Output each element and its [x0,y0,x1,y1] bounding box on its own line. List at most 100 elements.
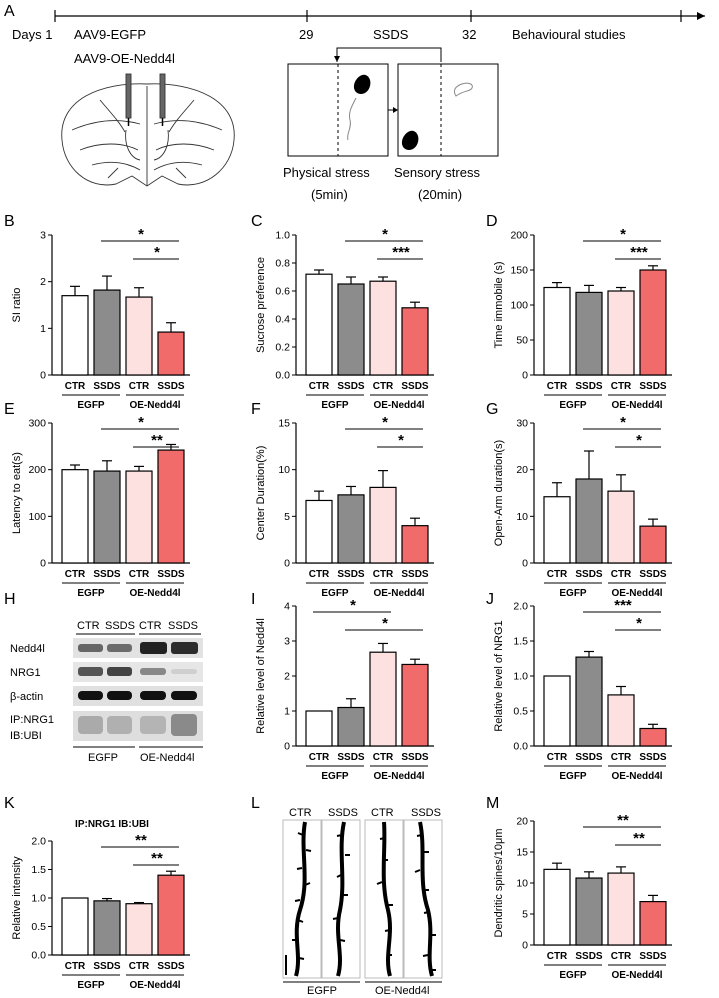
y-tick-label: 1 [284,706,290,718]
group-label-egfp: EGFP [559,588,587,599]
bar [157,874,185,956]
group-label-egfp: EGFP [321,588,349,599]
wb-strip-nrg1 [73,662,203,682]
spine-lane-label-1: CTR [289,807,312,819]
group-label-oe: OE-Nedd4l [373,588,424,599]
y-tick-label: 3 [40,230,46,242]
y-tick-label: 0.8 [275,258,290,270]
bar [305,499,333,564]
y-tick-label: 0 [284,558,290,570]
virus-label-egfp: AAV9-EGFP [74,27,146,42]
x-tick-label: SSDS [157,381,185,392]
significance-label: * [636,432,642,449]
y-axis-label: Latency to eat(s) [11,452,23,534]
group-label-egfp: EGFP [559,771,587,782]
y-tick-label: 0 [284,741,290,753]
group-label-oe: OE-Nedd4l [373,400,424,411]
y-tick-label: 5 [284,511,290,523]
x-tick-label: SSDS [575,569,603,580]
bar [575,656,603,747]
x-tick-label: SSDS [157,569,185,580]
significance-label: * [382,414,388,431]
group-label-egfp: EGFP [77,400,105,411]
day-32-label: 32 [462,27,476,42]
y-tick-label: 0.6 [275,286,290,298]
bar [61,897,89,956]
x-tick-label: SSDS [575,752,603,763]
wb-band [140,668,166,675]
bar [575,291,603,376]
x-tick-label: SSDS [639,752,667,763]
bar [337,494,365,564]
chart-i: 0 1 2 3 4 Relative level of Nedd4l CTR SSDS CTR S… [255,597,434,782]
x-tick-label: SSDS [93,569,121,580]
panel-letter-m: M [486,795,499,812]
significance-label: * [620,414,626,431]
significance-label: * [382,615,388,632]
y-tick-label: 15 [278,418,290,430]
wb-band [171,642,198,654]
wb-band-label-nrg1: NRG1 [10,667,41,679]
virus-label-oe: AAV9-OE-Nedd4l [74,51,175,66]
dendrite-branch [381,821,392,977]
bar [61,295,89,376]
day-29-label: 29 [299,27,313,42]
x-tick-label: CTR [65,961,86,972]
transition-arrowhead [393,107,398,113]
significance-label: *** [630,244,648,261]
spine-group-label-oe: OE-Nedd4l [375,985,429,997]
y-tick-label: 100 [510,300,528,312]
x-tick-label: CTR [129,961,150,972]
dendrite-branch [336,821,346,977]
y-tick-label: 10 [516,878,528,890]
significance-label: *** [614,597,632,614]
spine-lane-label-4: SSDS [411,807,441,819]
x-tick-label: SSDS [401,381,429,392]
bar [543,496,571,564]
bar [543,868,571,946]
bar [125,470,153,564]
chart-g: 0 10 20 30 Open-Arm duration(s) CTR SSDS CTR SSD… [493,414,672,599]
x-tick-label: CTR [611,569,632,580]
significance-label: ** [135,832,147,849]
y-tick-label: 1.5 [31,864,46,876]
bar [639,727,667,747]
bar [639,900,667,946]
group-label-oe: OE-Nedd4l [611,400,662,411]
y-tick-label: 15 [516,847,528,859]
x-tick-label: SSDS [401,752,429,763]
chart-k: 0.0 0.5 1.0 1.5 2.0 Relative intensity IP:NRG1… [11,819,190,991]
y-tick-label: 1.0 [31,893,46,905]
group-label-egfp: EGFP [77,588,105,599]
y-tick-label: 200 [28,464,46,476]
panel-letter-j: J [486,591,494,608]
y-tick-label: 0.0 [31,950,46,962]
bar [543,675,571,747]
bar [93,289,121,376]
chart-m: 0 5 10 15 20 Dendritic spines/10μm CTR SSDS CTR S… [493,812,672,981]
x-tick-label: CTR [547,752,568,763]
bar [639,269,667,376]
x-tick-label: SSDS [639,569,667,580]
y-tick-label: 0.5 [31,921,46,933]
chart-c: 0.0 0.2 0.4 0.6 0.8 1.0 Sucrose preference CTR S… [255,226,434,411]
y-tick-label: 300 [28,418,46,430]
spine-lane-label-2: SSDS [328,807,358,819]
y-tick-label: 0.5 [513,706,528,718]
wb-band-label-actin: β-actin [10,691,43,703]
bar [93,470,121,564]
significance-label: * [138,414,144,431]
x-tick-label: SSDS [337,752,365,763]
x-tick-label: CTR [611,752,632,763]
bar [607,694,635,747]
y-tick-label: 0.0 [275,370,290,382]
x-tick-label: CTR [373,569,394,580]
brain-section-illustration [61,73,235,187]
panel-letter-e: E [4,401,15,418]
western-blot-panel: CTR SSDS CTR SSDS Nedd4l NRG1 β-actin IP… [10,620,203,764]
y-tick-label: 0 [40,558,46,570]
group-label-egfp: EGFP [321,771,349,782]
x-tick-label: CTR [129,569,150,580]
